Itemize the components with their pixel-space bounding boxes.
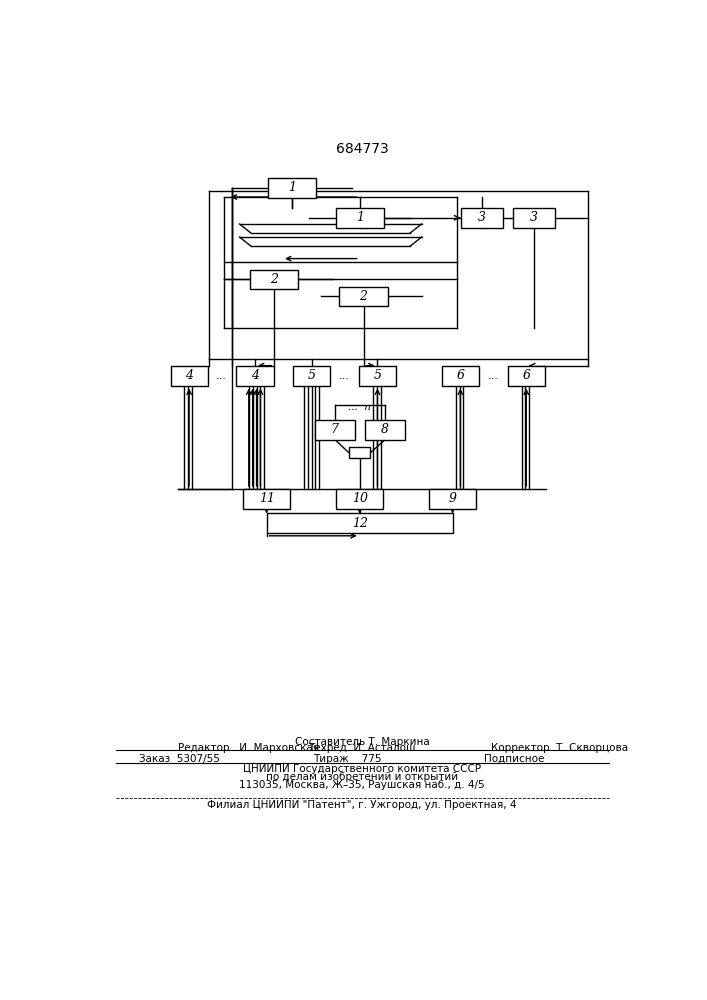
- Bar: [267, 513, 452, 533]
- Text: Подписное: Подписное: [484, 754, 544, 764]
- Bar: [365, 420, 405, 440]
- Text: 1: 1: [288, 181, 296, 194]
- Text: Составитель Т. Маркина: Составитель Т. Маркина: [295, 737, 429, 747]
- Bar: [429, 489, 476, 509]
- Text: 3: 3: [478, 211, 486, 224]
- Bar: [508, 366, 545, 386]
- Bar: [442, 366, 479, 386]
- Text: Корректор  Т. Скворцова: Корректор Т. Скворцова: [491, 743, 629, 753]
- Bar: [513, 208, 555, 228]
- Text: 6: 6: [457, 369, 464, 382]
- Text: 5: 5: [373, 369, 382, 382]
- Text: 7: 7: [331, 423, 339, 436]
- Bar: [461, 208, 503, 228]
- Text: 2: 2: [270, 273, 279, 286]
- Text: 8: 8: [381, 423, 389, 436]
- Text: ...: ...: [488, 371, 498, 381]
- Bar: [359, 366, 396, 386]
- Text: 10: 10: [351, 492, 368, 505]
- Text: 684773: 684773: [336, 142, 388, 156]
- Text: 3: 3: [530, 211, 538, 224]
- Text: 9: 9: [449, 492, 457, 505]
- Text: Редактор   И. Марховская: Редактор И. Марховская: [177, 743, 319, 753]
- Text: 11: 11: [259, 492, 274, 505]
- Text: 6: 6: [522, 369, 530, 382]
- Text: 1: 1: [356, 211, 363, 224]
- Text: Заказ  5307/55: Заказ 5307/55: [139, 754, 220, 764]
- Bar: [268, 178, 316, 198]
- Text: 4: 4: [185, 369, 193, 382]
- Bar: [337, 489, 383, 509]
- Bar: [236, 366, 274, 386]
- Text: Филиал ЦНИИПИ "Патент", г. Ужгород, ул. Проектная, 4: Филиал ЦНИИПИ "Патент", г. Ужгород, ул. …: [207, 800, 517, 810]
- Text: 12: 12: [351, 517, 368, 530]
- Text: Техред  И. Асталош: Техред И. Асталош: [308, 743, 416, 753]
- Bar: [250, 270, 298, 289]
- Text: Тираж    775: Тираж 775: [313, 754, 382, 764]
- Bar: [293, 366, 330, 386]
- Bar: [315, 420, 355, 440]
- Text: ...: ...: [216, 371, 227, 381]
- Text: 2: 2: [359, 290, 368, 303]
- Bar: [243, 489, 290, 509]
- Bar: [336, 208, 384, 228]
- Text: ЦНИИПИ Государственного комитета СССР: ЦНИИПИ Государственного комитета СССР: [243, 764, 481, 774]
- Text: ...  n: ... n: [348, 403, 371, 412]
- Text: 4: 4: [251, 369, 259, 382]
- Text: 5: 5: [308, 369, 315, 382]
- Bar: [170, 366, 208, 386]
- Text: по делам изобретений и открытий: по делам изобретений и открытий: [266, 772, 458, 782]
- Text: ...: ...: [339, 371, 349, 381]
- Bar: [349, 447, 370, 458]
- Text: 113035, Москва, Ж–35, Раушская наб., д. 4/5: 113035, Москва, Ж–35, Раушская наб., д. …: [239, 780, 485, 790]
- Bar: [339, 287, 387, 306]
